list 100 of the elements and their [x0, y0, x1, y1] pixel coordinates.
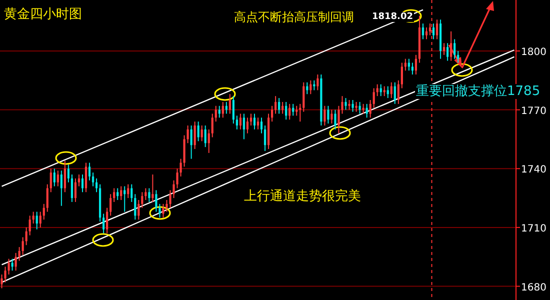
candlestick: [46, 184, 48, 212]
candlestick: [296, 105, 298, 116]
candlestick: [457, 50, 460, 64]
candlestick: [432, 23, 435, 40]
candlestick: [400, 62, 403, 89]
candlestick: [239, 113, 242, 130]
candlestick: [110, 194, 112, 216]
candlestick: [288, 103, 291, 120]
candlestick: [127, 184, 130, 199]
y-tick-label: 1770: [521, 106, 546, 117]
candlestick: [222, 101, 224, 118]
y-tick-label: 1680: [521, 282, 546, 294]
candlestick: [352, 100, 354, 112]
candlestick: [130, 184, 133, 202]
candlestick: [454, 38, 456, 60]
candlestick: [204, 124, 206, 148]
candlestick: [256, 117, 260, 130]
candlestick: [344, 98, 347, 110]
candlestick: [236, 115, 238, 130]
candlestick: [81, 174, 84, 193]
candlestick: [11, 258, 14, 272]
candlestick: [113, 188, 116, 202]
candlestick: [425, 26, 428, 40]
candlestick: [67, 164, 70, 183]
candlestick: [200, 124, 203, 142]
candlestick: [270, 105, 274, 122]
candlestick: [414, 54, 418, 76]
candlestick: [372, 88, 375, 108]
candlestick: [39, 211, 42, 228]
candlestick: [228, 94, 231, 114]
candlestick: [190, 124, 192, 160]
candlestick: [88, 162, 91, 181]
candlestick: [169, 190, 172, 208]
candlestick: [0, 274, 3, 289]
candlestick: [42, 203, 45, 220]
candlestick: [282, 101, 284, 114]
candlestick: [197, 121, 200, 142]
candlestick: [383, 86, 386, 97]
candlestick: [285, 101, 288, 120]
y-tick-label: 1740: [521, 164, 546, 176]
candlestick: [84, 162, 88, 193]
candlestick: [302, 82, 305, 112]
candlestick: [330, 109, 333, 124]
candlestick: [56, 170, 59, 187]
candlestick: [18, 246, 20, 262]
candlestick: [397, 80, 400, 104]
candlestick: [64, 160, 66, 193]
candlestick: [292, 103, 294, 116]
y-tick-label: 1800: [521, 46, 546, 58]
candlestick: [299, 103, 302, 122]
candlestick: [50, 168, 52, 193]
candlestick: [358, 101, 361, 114]
candlestick: [246, 117, 249, 134]
candlestick: [380, 84, 382, 97]
annotation: 重要回撤支撑位1785: [415, 84, 542, 99]
candlestick: [313, 80, 316, 91]
text: 黄金四小时图: [4, 7, 82, 22]
candlestick: [394, 82, 396, 104]
candlestick: [28, 215, 31, 236]
candlestick: [32, 211, 34, 224]
candlestick: [138, 200, 140, 220]
candlestick: [74, 178, 77, 202]
candlestick: [211, 113, 214, 138]
candlestick: [102, 213, 105, 234]
candlestick: [141, 192, 144, 208]
candlestick: [369, 100, 372, 118]
y-tick-label: 1710: [521, 223, 546, 234]
candlestick: [274, 96, 277, 114]
candlestick: [134, 194, 136, 220]
candlestick: [78, 174, 80, 187]
candlestick: [362, 103, 364, 114]
candlestick: [327, 105, 330, 124]
candlestick: [144, 188, 147, 200]
candlestick: [124, 186, 126, 212]
candlestick: [152, 174, 154, 202]
candlestick: [242, 113, 246, 140]
candlestick: [404, 58, 406, 72]
candlestick: [22, 236, 24, 256]
candlestick: [70, 174, 74, 202]
candlestick: [334, 109, 336, 130]
candlestick: [442, 42, 446, 56]
candlestick: [148, 188, 150, 202]
candlestick: [355, 101, 358, 112]
candlestick: [260, 117, 263, 134]
candlestick: [348, 100, 350, 110]
candlestick: [232, 96, 234, 124]
candlestick: [60, 170, 62, 206]
candlestick: [422, 23, 424, 40]
candlestick: [316, 74, 319, 91]
candlestick: [376, 84, 378, 97]
candlestick: [411, 62, 414, 76]
candlestick: [450, 30, 452, 62]
candlestick: [25, 226, 28, 246]
candlestick: [194, 121, 196, 150]
candlestick: [446, 42, 449, 62]
candlestick: [120, 186, 122, 200]
candlestick: [53, 168, 56, 187]
candlestick: [253, 113, 256, 130]
candlestick: [106, 207, 108, 234]
candlestick: [324, 105, 326, 126]
